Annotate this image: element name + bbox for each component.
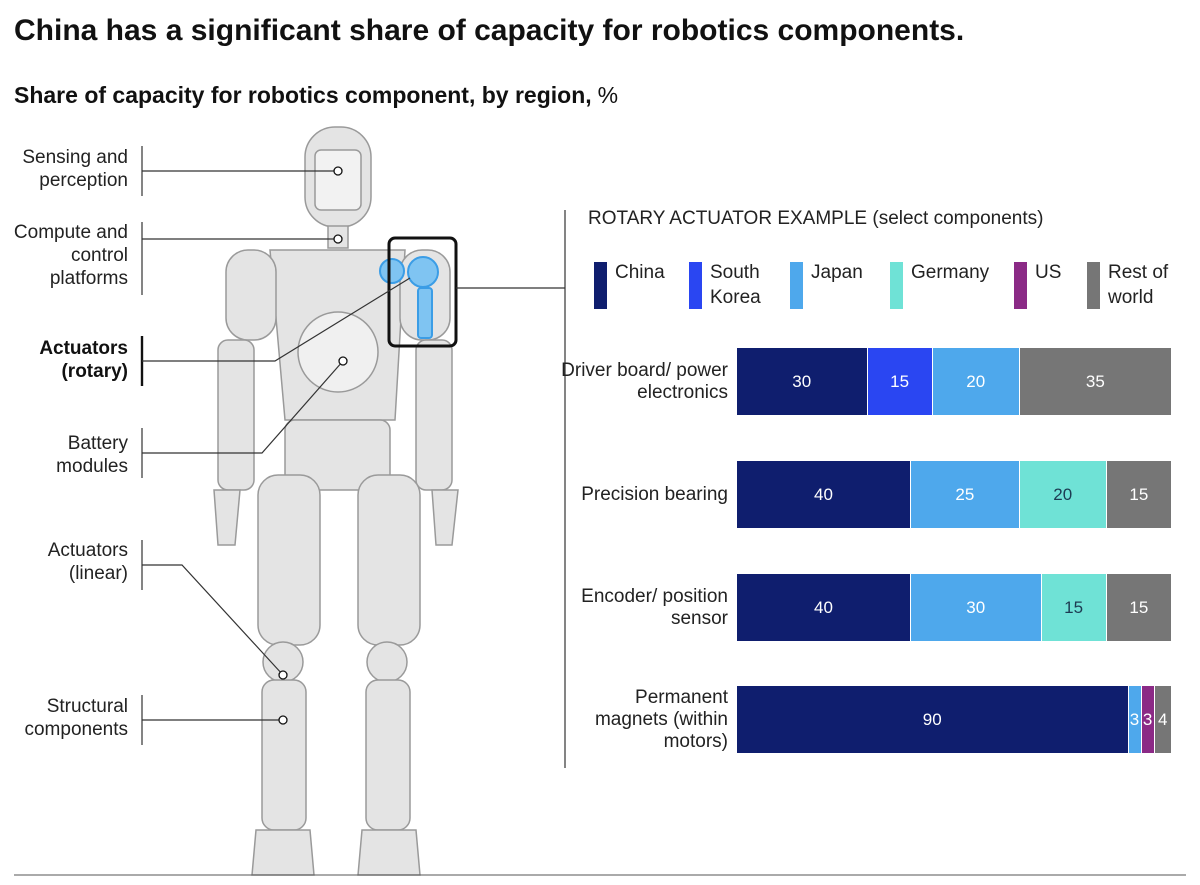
label-dots (278, 166, 348, 725)
diagram-label: Sensing and perception (22, 147, 128, 191)
legend-label: South Korea (710, 262, 761, 308)
value-label: 15 (1064, 597, 1084, 617)
bar-segment: 15 (1041, 574, 1107, 641)
bar-segment: 20 (932, 348, 1020, 415)
bar-segment: 15 (1106, 461, 1172, 528)
value-label: 3 (1129, 709, 1140, 729)
bar-segment: 40 (737, 461, 911, 528)
legend-label: Germany (911, 262, 990, 283)
bar-segment: 90 (737, 686, 1129, 753)
legend-swatch (1014, 262, 1027, 309)
legend-swatch (594, 262, 607, 309)
unit: % (597, 82, 619, 108)
value-label: 35 (1085, 371, 1105, 391)
bar-segment: 30 (911, 574, 1042, 641)
bar-segment: 35 (1019, 348, 1172, 415)
section-label: ROTARY ACTUATOR EXAMPLE (select componen… (588, 208, 1044, 229)
legend-label: China (615, 262, 665, 283)
value-label: 3 (1142, 709, 1153, 729)
legend-swatch (890, 262, 903, 309)
bar-segment: 15 (1106, 574, 1172, 641)
subtitle-text: Share of capacity for robotics component… (14, 82, 592, 108)
bar-segment: 30 (737, 348, 868, 415)
legend-swatch (689, 262, 702, 309)
category-label: Driver board/ power electronics (561, 359, 728, 403)
category-label: Encoder/ position sensor (581, 585, 728, 629)
bar-segment: 20 (1019, 461, 1107, 528)
value-label: 4 (1158, 709, 1168, 729)
leader-lines (140, 146, 566, 768)
rotary-actuator (379, 256, 439, 339)
bar-segment: 4 (1154, 686, 1172, 753)
value-label: 15 (890, 371, 910, 391)
category-label: Permanent magnets (within motors) (594, 686, 728, 752)
value-label: 15 (1129, 484, 1149, 504)
bar-segment: 15 (867, 348, 933, 415)
diagram-label: Compute and control platforms (13, 222, 128, 289)
value-label: 40 (814, 484, 833, 504)
value-label: 30 (966, 597, 986, 617)
value-label: 40 (814, 597, 833, 617)
legend-label: Japan (811, 262, 863, 283)
legend-swatch (1087, 262, 1100, 309)
diagram-label: Structural components (24, 696, 128, 740)
bar-segment: 40 (737, 574, 911, 641)
chart-subtitle: Share of capacity for robotics component… (14, 82, 618, 109)
bar-segment: 25 (911, 461, 1020, 528)
highlight-box (387, 236, 458, 348)
bar-segment: 3 (1128, 686, 1142, 753)
value-label: 90 (922, 709, 942, 729)
value-label: 20 (1053, 484, 1073, 504)
category-label: Precision bearing (581, 483, 728, 505)
legend-label: Rest of world (1108, 262, 1169, 308)
value-label: 20 (966, 371, 986, 391)
diagram-label: Actuators (linear) (47, 540, 128, 584)
legend-label: US (1035, 262, 1062, 283)
legend-swatch (790, 262, 803, 309)
diagram-label: Battery modules (56, 433, 128, 477)
chart-title: China has a significant share of capacit… (14, 14, 965, 47)
value-label: 30 (792, 371, 812, 391)
value-label: 15 (1129, 597, 1149, 617)
diagram-label: Actuators (rotary) (39, 338, 128, 382)
bar-segment: 3 (1141, 686, 1155, 753)
value-label: 25 (955, 484, 975, 504)
